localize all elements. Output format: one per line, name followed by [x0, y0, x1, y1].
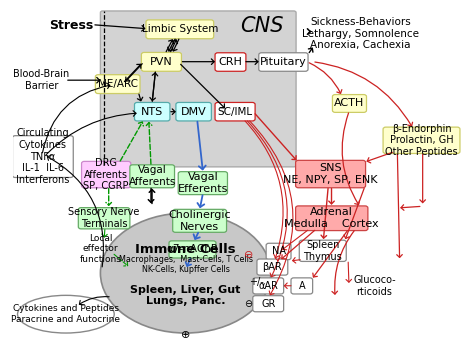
Text: αAR: αAR [258, 281, 278, 291]
Text: ⊖: ⊖ [245, 250, 254, 260]
FancyBboxPatch shape [82, 161, 131, 188]
Text: ⊖: ⊖ [244, 299, 252, 309]
FancyBboxPatch shape [253, 296, 283, 312]
Text: NTS: NTS [141, 107, 164, 117]
FancyBboxPatch shape [176, 103, 211, 121]
Text: DRG
Afferents
SP, CGRP: DRG Afferents SP, CGRP [83, 158, 129, 191]
Text: Sickness-Behaviors
Lethargy, Somnolence
Anorexia, Cachexia: Sickness-Behaviors Lethargy, Somnolence … [302, 17, 419, 50]
FancyBboxPatch shape [259, 53, 308, 71]
Text: βAR: βAR [263, 262, 282, 272]
Text: Spleen, Liver, Gut
Lungs, Panc.: Spleen, Liver, Gut Lungs, Panc. [130, 284, 241, 306]
FancyBboxPatch shape [299, 240, 346, 261]
Text: ⊕: ⊕ [181, 330, 190, 340]
Text: Sensory Nerve
Terminals: Sensory Nerve Terminals [68, 207, 140, 229]
Text: Limbic System: Limbic System [142, 24, 218, 34]
FancyBboxPatch shape [146, 20, 214, 39]
Text: Cytokines and Peptides
Paracrine and Autocrine: Cytokines and Peptides Paracrine and Aut… [11, 304, 120, 324]
Text: DMV: DMV [181, 107, 207, 117]
FancyBboxPatch shape [253, 278, 283, 294]
FancyBboxPatch shape [173, 209, 227, 232]
Text: CRH: CRH [219, 57, 242, 67]
Text: α7-nAChR: α7-nAChR [166, 245, 219, 255]
Text: Pituitary: Pituitary [260, 57, 307, 67]
Ellipse shape [100, 213, 271, 333]
FancyBboxPatch shape [100, 11, 296, 167]
Text: Immune Cells: Immune Cells [135, 243, 236, 256]
FancyBboxPatch shape [215, 53, 246, 71]
FancyBboxPatch shape [383, 127, 460, 153]
FancyBboxPatch shape [130, 165, 174, 188]
Text: Circulating
Cytokines
TNFα
IL-1  IL-6
Interferons: Circulating Cytokines TNFα IL-1 IL-6 Int… [16, 128, 70, 185]
Text: Stress: Stress [49, 19, 94, 32]
Text: Glucoco-
rticoids: Glucoco- rticoids [353, 275, 396, 297]
FancyBboxPatch shape [178, 172, 228, 195]
FancyBboxPatch shape [332, 95, 366, 112]
Ellipse shape [18, 295, 114, 333]
Text: PVN: PVN [150, 57, 173, 67]
Text: Blood-Brain
Barrier: Blood-Brain Barrier [13, 69, 70, 90]
Text: Spleen
Thymus: Spleen Thymus [303, 240, 342, 261]
Text: CNS: CNS [240, 16, 283, 36]
FancyBboxPatch shape [169, 241, 216, 258]
Text: NA: NA [272, 247, 285, 257]
Text: ME/ARC: ME/ARC [98, 79, 137, 89]
FancyBboxPatch shape [296, 160, 365, 188]
FancyBboxPatch shape [296, 206, 368, 230]
Text: A: A [299, 281, 305, 291]
Text: Vagal
Efferents: Vagal Efferents [178, 172, 228, 194]
FancyBboxPatch shape [12, 136, 73, 178]
Text: ACTH: ACTH [334, 98, 365, 108]
Text: SNS
NE, NPY, SP, ENK: SNS NE, NPY, SP, ENK [283, 163, 378, 185]
Text: Vagal
Afferents: Vagal Afferents [128, 165, 176, 187]
FancyBboxPatch shape [291, 278, 313, 294]
Text: +/-: +/- [249, 277, 264, 287]
FancyBboxPatch shape [215, 103, 255, 121]
FancyBboxPatch shape [135, 103, 170, 121]
Text: SC/IML: SC/IML [218, 107, 253, 117]
Text: β-Endorphin
Prolactin, GH
Other Peptides: β-Endorphin Prolactin, GH Other Peptides [385, 124, 458, 157]
FancyBboxPatch shape [257, 259, 288, 275]
Text: Local
effector
functions: Local effector functions [80, 234, 122, 264]
FancyBboxPatch shape [141, 52, 182, 71]
FancyBboxPatch shape [266, 243, 291, 260]
FancyBboxPatch shape [78, 208, 130, 229]
Text: Macrophages,  Mast-Cells, T Cells
NK-Cells, Kupffer Cells: Macrophages, Mast-Cells, T Cells NK-Cell… [118, 255, 253, 274]
Text: GR: GR [261, 299, 275, 309]
Text: Adrenal
Medulla    Cortex: Adrenal Medulla Cortex [284, 207, 379, 229]
FancyBboxPatch shape [95, 75, 140, 94]
Text: Cholinergic
Nerves: Cholinergic Nerves [168, 210, 231, 232]
